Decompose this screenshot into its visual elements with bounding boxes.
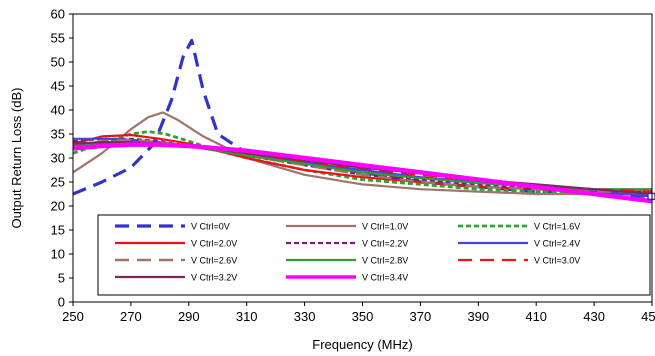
series-line xyxy=(72,142,653,204)
y-tick-label: 10 xyxy=(51,247,65,262)
y-axis-title: Output Return Loss (dB) xyxy=(9,88,24,229)
series-layer xyxy=(72,38,655,204)
x-tick-label: 250 xyxy=(62,309,84,324)
legend-label: V Ctrl=2.4V xyxy=(534,239,580,249)
x-tick-label: 370 xyxy=(410,309,432,324)
legend-label: V Ctrl=2.8V xyxy=(362,256,408,266)
legend-label: V Ctrl=3.2V xyxy=(191,273,237,283)
y-tick-label: 50 xyxy=(51,55,65,70)
x-tick-label: 330 xyxy=(294,309,316,324)
legend-box xyxy=(97,214,651,296)
x-tick-label: 430 xyxy=(583,309,605,324)
y-tick-label: 25 xyxy=(51,175,65,190)
x-tick-label: 310 xyxy=(236,309,258,324)
y-tick-label: 20 xyxy=(51,199,65,214)
x-axis-title: Frequency (MHz) xyxy=(312,337,412,352)
y-tick-label: 35 xyxy=(51,127,65,142)
legend-label: V Ctrl=2.0V xyxy=(191,239,237,249)
y-tick-label: 15 xyxy=(51,223,65,238)
x-tick-label: 350 xyxy=(352,309,374,324)
y-tick-label: 40 xyxy=(51,103,65,118)
legend: V Ctrl=0V V Ctrl=1.0V V Ctrl=1.6V V Ctrl=2.… xyxy=(97,214,651,296)
legend-label: V Ctrl=2.2V xyxy=(362,239,408,249)
axes: 0 5 10 15 20 25 30 35 40 45 50 55 60 250 270 290 310 330 3… xyxy=(51,7,655,325)
x-tick-label: 450 xyxy=(641,309,655,324)
y-tick-label: 5 xyxy=(58,271,65,286)
x-tick-label: 410 xyxy=(525,309,547,324)
legend-label: V Ctrl=1.6V xyxy=(534,222,580,232)
legend-label: V Ctrl=1.0V xyxy=(362,222,408,232)
y-tick-label: 0 xyxy=(58,295,65,310)
legend-label: V Ctrl=3.4V xyxy=(362,273,408,283)
y-tick-label: 30 xyxy=(51,151,65,166)
x-tick-label: 270 xyxy=(120,309,142,324)
x-tick-label: 290 xyxy=(178,309,200,324)
x-tick-label: 390 xyxy=(467,309,489,324)
y-tick-label: 55 xyxy=(51,31,65,46)
y-tick-label: 45 xyxy=(51,79,65,94)
y-tick-label: 60 xyxy=(51,7,65,22)
legend-label: V Ctrl=2.6V xyxy=(191,256,237,266)
legend-label: V Ctrl=3.0V xyxy=(534,256,580,266)
legend-label: V Ctrl=0V xyxy=(191,222,230,232)
